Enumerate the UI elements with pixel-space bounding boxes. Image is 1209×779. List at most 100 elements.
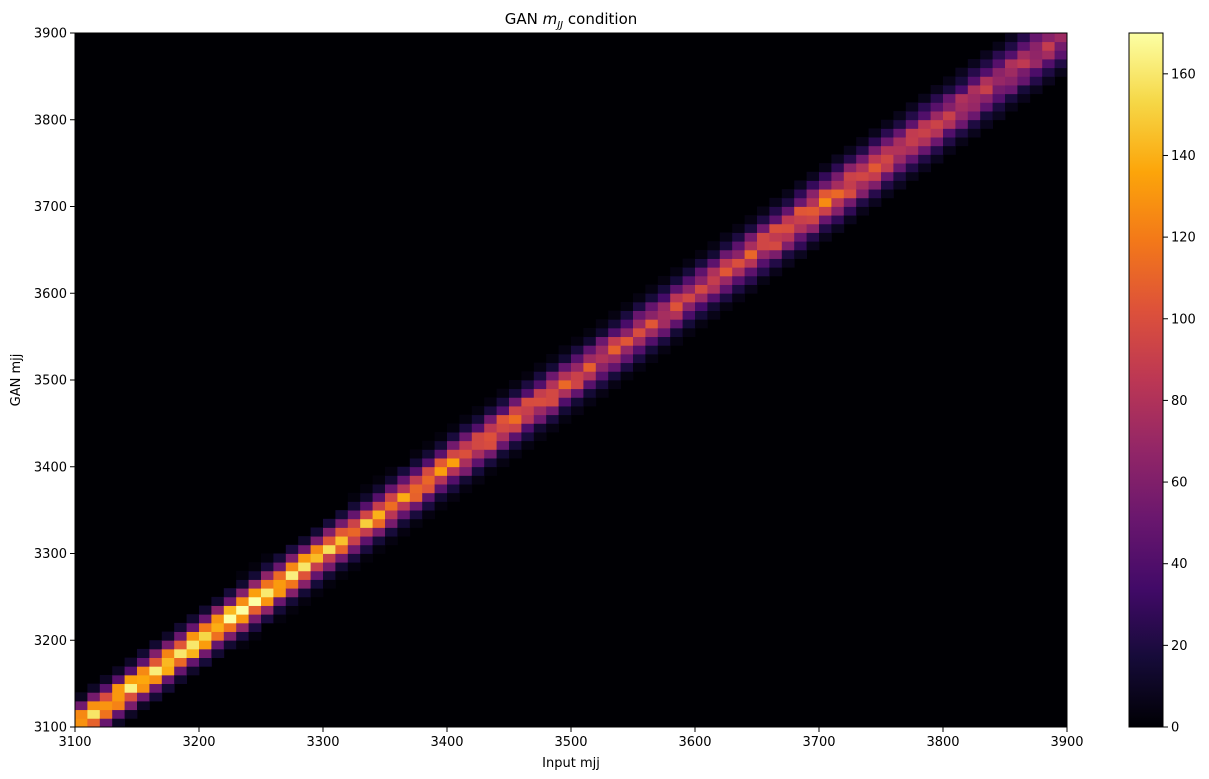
heatmap-cell bbox=[769, 241, 783, 251]
x-tick-label: 3900 bbox=[1050, 735, 1083, 750]
heatmap-cell bbox=[757, 206, 770, 216]
heatmap-cell bbox=[695, 310, 708, 320]
heatmap-cell bbox=[372, 501, 386, 511]
heatmap-cell bbox=[496, 388, 510, 398]
heatmap-cell bbox=[124, 709, 138, 719]
heatmap-cell bbox=[633, 362, 646, 372]
chart-title-subscript: JJ bbox=[555, 20, 563, 31]
heatmap-cell bbox=[99, 700, 113, 711]
heatmap-cell bbox=[323, 527, 336, 537]
heatmap-cell bbox=[347, 492, 361, 502]
heatmap-cell bbox=[459, 475, 473, 485]
y-tick-label: 3900 bbox=[34, 27, 67, 42]
heatmap-cell bbox=[571, 406, 584, 416]
heatmap-cell bbox=[905, 111, 919, 121]
heatmap-cell bbox=[868, 180, 882, 190]
heatmap-cell bbox=[856, 171, 869, 181]
heatmap-cell bbox=[409, 484, 423, 494]
heatmap-cell bbox=[186, 631, 200, 641]
heatmap-cell bbox=[1017, 67, 1031, 77]
heatmap-cell bbox=[1005, 67, 1018, 77]
heatmap-cell bbox=[843, 206, 857, 216]
heatmap-cell bbox=[533, 397, 547, 407]
heatmap-cell bbox=[124, 674, 138, 685]
heatmap-cell bbox=[980, 119, 993, 129]
heatmap-cell bbox=[75, 709, 88, 719]
heatmap-cell bbox=[459, 432, 473, 442]
heatmap-cell bbox=[682, 319, 696, 329]
heatmap-cell bbox=[323, 562, 336, 572]
heatmap-cell bbox=[434, 484, 448, 494]
heatmap-cell bbox=[695, 258, 708, 268]
heatmap-cell bbox=[955, 119, 969, 129]
heatmap-cell bbox=[347, 527, 361, 537]
heatmap-cell bbox=[881, 128, 894, 138]
heatmap-cell bbox=[930, 119, 944, 129]
heatmap-cell bbox=[1042, 33, 1055, 43]
heatmap-cell bbox=[1005, 50, 1018, 60]
x-tick-label: 3400 bbox=[430, 735, 463, 750]
heatmap-cell bbox=[533, 388, 547, 398]
heatmap-cell bbox=[843, 163, 857, 173]
heatmap-cell bbox=[571, 345, 584, 355]
heatmap-cell bbox=[1005, 33, 1018, 43]
heatmap-cell bbox=[955, 93, 969, 103]
heatmap-cell bbox=[595, 336, 609, 346]
heatmap-cell bbox=[695, 284, 708, 294]
heatmap-cell bbox=[509, 432, 522, 442]
heatmap-cell bbox=[769, 267, 783, 277]
heatmap-cell bbox=[447, 432, 460, 442]
heatmap-cell bbox=[943, 137, 956, 147]
heatmap-cell bbox=[744, 275, 758, 285]
heatmap-cell bbox=[372, 536, 386, 546]
heatmap-cell bbox=[323, 544, 336, 554]
heatmap-cell bbox=[620, 301, 634, 311]
heatmap-cell bbox=[856, 163, 869, 173]
heatmap-cell bbox=[781, 232, 795, 242]
x-tick-label: 3500 bbox=[554, 735, 587, 750]
heatmap-cell bbox=[657, 345, 671, 355]
heatmap-cell bbox=[546, 371, 559, 381]
heatmap-cell bbox=[496, 397, 510, 407]
heatmap-cell bbox=[273, 570, 287, 580]
heatmap-cell bbox=[1042, 41, 1055, 51]
heatmap-cell bbox=[459, 449, 473, 459]
heatmap-cell bbox=[918, 128, 931, 138]
heatmap-cell bbox=[273, 562, 287, 572]
heatmap-cell bbox=[397, 510, 411, 520]
heatmap-cell bbox=[533, 362, 547, 372]
heatmap-cell bbox=[484, 440, 497, 450]
y-tick-label: 3500 bbox=[34, 374, 67, 389]
heatmap-cell bbox=[819, 232, 832, 242]
heatmap-cell bbox=[323, 570, 336, 580]
heatmap-cell bbox=[459, 440, 473, 450]
heatmap-cell bbox=[335, 527, 349, 537]
heatmap-cell bbox=[360, 501, 373, 511]
heatmap-cell bbox=[1017, 76, 1031, 86]
heatmap-cell bbox=[620, 310, 634, 320]
heatmap-cell bbox=[372, 475, 386, 485]
heatmap-cell bbox=[620, 353, 634, 364]
heatmap-cell bbox=[595, 371, 609, 381]
heatmap-cell bbox=[645, 336, 659, 346]
heatmap-cell bbox=[360, 553, 373, 563]
heatmap-cell bbox=[893, 171, 907, 181]
heatmap-cell bbox=[174, 666, 187, 676]
heatmap-cell bbox=[794, 189, 807, 199]
heatmap-cell bbox=[992, 41, 1006, 51]
heatmap-cell bbox=[372, 527, 386, 537]
heatmap-cell bbox=[608, 310, 621, 320]
heatmap-cell bbox=[310, 588, 324, 598]
heatmap-cell bbox=[930, 111, 944, 121]
heatmap-cell bbox=[781, 249, 795, 259]
heatmap-cell bbox=[273, 579, 287, 589]
heatmap-cell bbox=[360, 510, 373, 520]
heatmap-cell bbox=[732, 232, 745, 242]
heatmap-cell bbox=[633, 310, 646, 320]
heatmap-cell bbox=[236, 570, 249, 580]
heatmap-cell bbox=[533, 423, 547, 433]
heatmap-cell bbox=[335, 510, 349, 520]
heatmap-cell bbox=[385, 466, 398, 476]
heatmap-cell bbox=[546, 353, 559, 364]
heatmap-cell bbox=[385, 492, 398, 502]
